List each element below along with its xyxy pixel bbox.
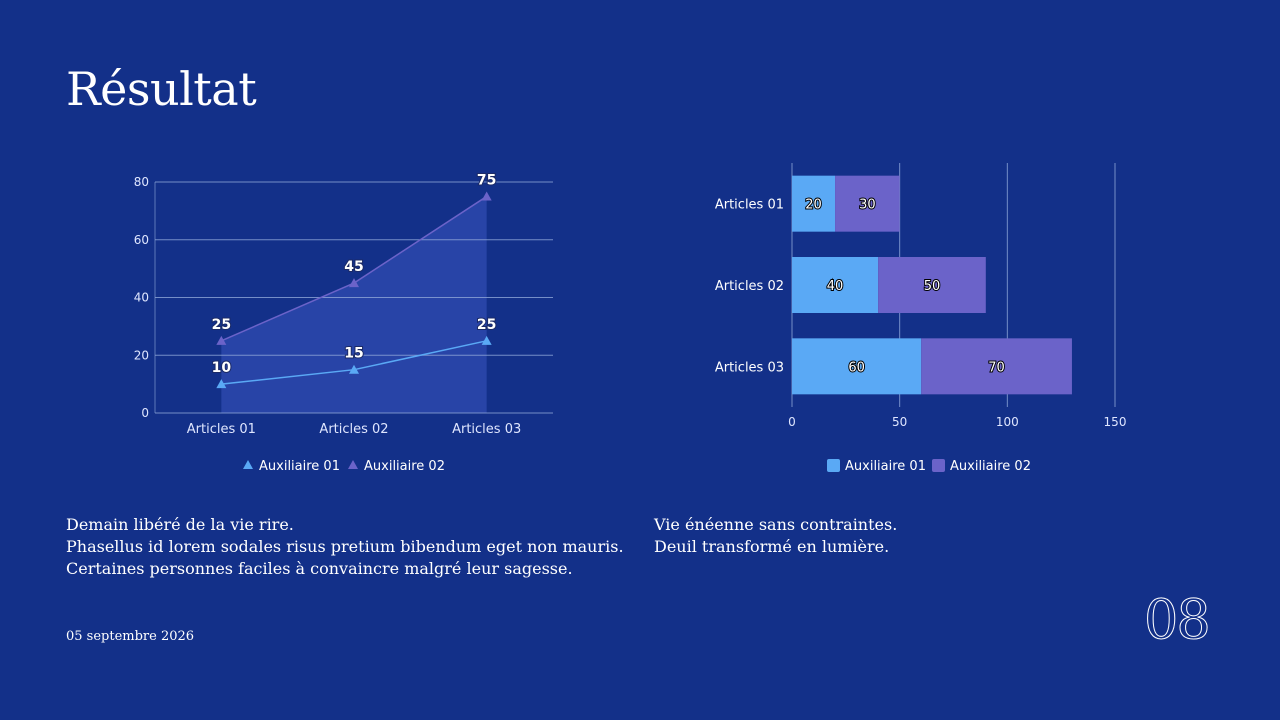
footer-date: 05 septembre 2026 — [66, 629, 195, 644]
legend-marker — [348, 460, 358, 469]
paragraph-right-line: Deuil transformé en lumière. — [654, 537, 890, 556]
bar-segment — [921, 338, 1072, 395]
legend-label: Auxiliaire 02 — [950, 459, 1031, 474]
legend-label: Auxiliaire 01 — [845, 459, 926, 474]
legend-label: Auxiliaire 02 — [364, 459, 445, 474]
x-tick-label: 0 — [788, 415, 796, 429]
y-tick-label: Articles 01 — [715, 198, 784, 213]
data-label: 25 — [212, 317, 231, 333]
bar-segment — [835, 175, 900, 232]
data-label: 50 — [924, 279, 941, 294]
x-tick-label: 50 — [892, 415, 907, 429]
y-tick-label: Articles 02 — [715, 279, 784, 294]
paragraph-left-line: Certaines personnes faciles à convaincre… — [66, 559, 573, 578]
paragraph-left: Demain libéré de la vie rire. Phasellus … — [66, 514, 624, 580]
data-label: 40 — [827, 279, 844, 294]
area-fill — [221, 196, 487, 413]
bar-segment — [792, 338, 922, 395]
page-number: 08 — [1144, 588, 1212, 652]
x-tick-label: 100 — [996, 415, 1019, 429]
bar-segment — [792, 175, 836, 232]
data-label: 25 — [477, 317, 496, 333]
line-chart: 0 20 40 60 80 Articles 01 Articles 02 Articles … — [134, 171, 553, 474]
legend-label: Auxiliaire 01 — [259, 459, 340, 474]
y-tick-label: Articles 03 — [715, 360, 784, 375]
data-point-marker — [349, 364, 359, 374]
x-tick-label: Articles 01 — [187, 422, 256, 437]
paragraph-right: Vie énéenne sans contraintes. Deuil tran… — [654, 514, 897, 558]
data-point-marker — [216, 335, 227, 345]
data-label: 30 — [859, 198, 876, 213]
data-label: 45 — [344, 259, 363, 275]
page-title: Résultat — [66, 62, 257, 116]
data-label: 10 — [212, 360, 232, 376]
data-label: 20 — [805, 198, 822, 213]
y-tick-label: 60 — [134, 233, 149, 247]
data-label: 60 — [848, 360, 865, 375]
y-tick-label: 20 — [134, 348, 149, 362]
stacked-bar-chart: 0 50 100 150 Articles 01 20 30 Articles 02 40 50 A… — [715, 163, 1127, 474]
bar-segment — [792, 257, 879, 313]
paragraph-left-line: Demain libéré de la vie rire. — [66, 515, 294, 534]
paragraph-left-line: Phasellus id lorem sodales risus pretium… — [66, 537, 624, 556]
x-tick-label: 150 — [1104, 415, 1127, 429]
data-point-marker — [349, 278, 359, 288]
data-point-marker — [216, 379, 227, 389]
data-label: 75 — [477, 172, 496, 188]
data-label: 70 — [988, 360, 1005, 375]
data-point-marker — [481, 335, 492, 345]
y-tick-label: 80 — [134, 175, 149, 189]
y-tick-label: 40 — [134, 291, 149, 305]
bar-segment — [878, 257, 986, 313]
x-tick-label: Articles 03 — [452, 422, 521, 437]
paragraph-right-line: Vie énéenne sans contraintes. — [654, 515, 898, 534]
x-tick-label: Articles 02 — [319, 422, 388, 437]
legend-marker — [932, 459, 945, 472]
data-point-marker — [481, 191, 492, 201]
data-label: 15 — [344, 346, 363, 362]
legend-marker — [243, 460, 253, 469]
y-tick-label: 0 — [141, 406, 149, 420]
legend-marker — [827, 459, 840, 472]
